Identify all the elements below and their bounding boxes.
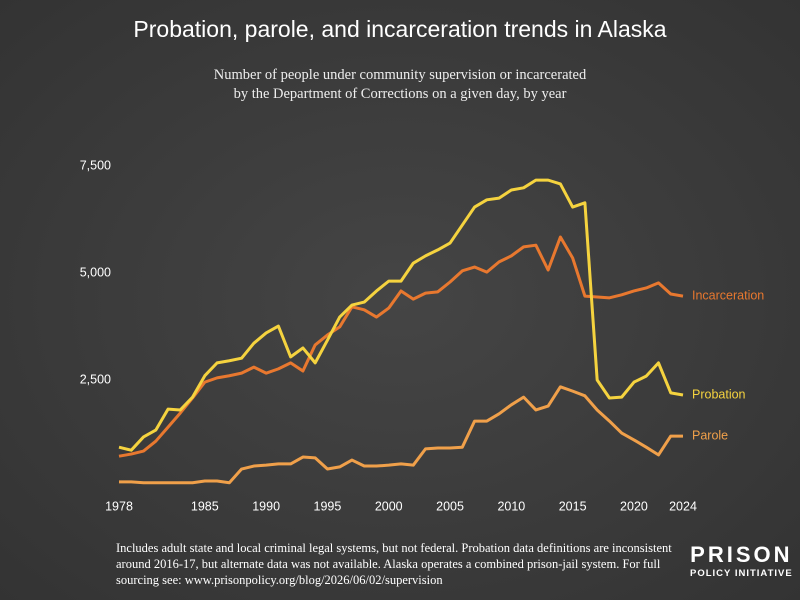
x-tick-label: 2015 — [559, 499, 587, 513]
x-tick-label: 1978 — [105, 499, 133, 513]
chart-title: Probation, parole, and incarceration tre… — [133, 16, 667, 42]
logo-word: PRISON — [690, 542, 793, 567]
x-tick-label: 1990 — [252, 499, 280, 513]
x-tick-label: 1985 — [191, 499, 219, 513]
subtitle: Number of people under community supervi… — [0, 66, 800, 104]
x-tick-label: 2024 — [669, 499, 697, 513]
x-tick-label: 2010 — [497, 499, 525, 513]
x-tick-label: 2020 — [620, 499, 648, 513]
logo-word: POLICY INITIATIVE — [690, 568, 793, 579]
x-tick-label: 2000 — [375, 499, 403, 513]
x-tick-label: 1995 — [314, 499, 342, 513]
series-line — [119, 385, 683, 485]
subtitle-line: Number of people under community supervi… — [213, 67, 587, 83]
subtitle-line: by the Department of Corrections on a gi… — [233, 86, 567, 102]
series-line — [118, 178, 684, 452]
series-label: Parole — [692, 428, 728, 442]
x-tick-label: 2005 — [436, 499, 464, 513]
series-line — [118, 235, 684, 458]
logo: PRISON POLICY INITIATIVE — [690, 542, 793, 579]
series-label: Probation — [692, 387, 746, 401]
y-tick-label: 7,500 — [80, 158, 111, 172]
y-tick-label: 2,500 — [80, 372, 111, 386]
footnote: Includes adult state and local criminal … — [116, 541, 672, 587]
y-tick-label: 5,000 — [80, 265, 111, 279]
series-label: Incarceration — [692, 288, 764, 302]
